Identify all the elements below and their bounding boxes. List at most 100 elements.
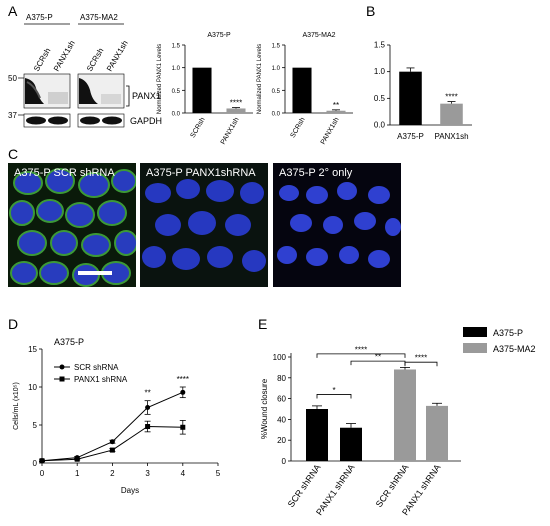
significance-label: **** xyxy=(445,93,457,102)
y-tick-label: 0.0 xyxy=(172,112,181,118)
significance-label: **** xyxy=(177,375,189,384)
data-point xyxy=(109,439,115,445)
significance-bracket xyxy=(350,360,406,366)
y-tick-label: 100 xyxy=(273,353,287,362)
micrograph-label-panx1: A375-P PANX1shRNA xyxy=(146,167,256,179)
y-tick-label: 0.5 xyxy=(374,94,386,103)
blot-cell-line-2: A375-MA2 xyxy=(80,13,118,22)
legend-label: A375-MA2 xyxy=(493,344,536,354)
significance-label: **** xyxy=(230,99,242,108)
blot-lane-label: PANX1sh xyxy=(52,39,77,73)
y-tick-label: 0 xyxy=(33,459,38,468)
bar xyxy=(440,103,463,125)
significance-bracket xyxy=(404,361,438,367)
blot-panx1-bracket xyxy=(126,85,130,107)
chart-a375p-panx1-levels: A375-P Normalized PANX1 Levels 0.0 0.5 1.0 1.… xyxy=(157,32,253,146)
micrograph-secondary-only: A375-P 2° only xyxy=(273,163,401,287)
y-tick-label: 0.5 xyxy=(272,89,281,95)
significance-bracket xyxy=(316,353,406,358)
x-tick-label: PANX1sh xyxy=(434,132,468,141)
micrograph-scr: A375-P SCR shRNA xyxy=(8,163,136,287)
x-tick-label: 1 xyxy=(75,469,80,478)
bar xyxy=(340,427,362,461)
bar xyxy=(394,369,416,461)
panel-letter-d: D xyxy=(8,316,19,332)
y-axis-label: Cells/mL (x10⁵) xyxy=(13,382,20,430)
scale-bar xyxy=(78,271,112,275)
y-tick-label: 80 xyxy=(277,374,286,383)
data-point xyxy=(180,424,186,430)
x-tick-label: A375-P xyxy=(397,132,424,141)
legend-label: SCR shRNA xyxy=(74,363,119,372)
data-point xyxy=(145,405,151,411)
y-tick-label: 1.0 xyxy=(374,67,386,76)
significance-bracket xyxy=(316,394,352,399)
panel-letter-e: E xyxy=(258,316,268,332)
blot-lane-label: PANX1sh xyxy=(105,39,130,73)
x-tick-label: PANX1sh xyxy=(220,116,241,145)
legend-swatch xyxy=(463,327,487,337)
panel-letter-b: B xyxy=(366,3,376,19)
x-tick-label: SCR shRNA xyxy=(286,462,323,509)
chart-a375ma2-panx1-levels: A375-MA2 Normalized PANX1 Levels 0.0 0.5 1.0… xyxy=(257,32,353,146)
bar xyxy=(399,71,422,125)
panel-letter-a: A xyxy=(8,3,18,19)
micrograph-secondary-image xyxy=(273,163,401,287)
legend-label: PANX1 shRNA xyxy=(74,375,128,384)
y-tick-label: 1.5 xyxy=(172,44,181,50)
x-tick-label: 4 xyxy=(181,469,186,478)
y-tick-label: 20 xyxy=(277,436,286,445)
blot-gapdh-band xyxy=(48,116,68,125)
y-tick-label: 10 xyxy=(28,383,37,392)
micrograph-scr-image xyxy=(8,163,136,287)
blot-band-panx1sh-p xyxy=(48,92,68,104)
blot-gapdh-label: GAPDH xyxy=(130,116,162,126)
bar xyxy=(226,108,246,113)
significance-label: * xyxy=(332,386,335,395)
y-tick-label: 40 xyxy=(277,415,286,424)
legend-marker xyxy=(59,376,65,382)
x-tick-label: SCR shRNA xyxy=(374,462,411,509)
micrograph-label-scr: A375-P SCR shRNA xyxy=(14,167,115,179)
chart-panx1-mrna: Normalized PANX1 mRNA 0.0 0.5 1.0 1.5 A375-P *… xyxy=(366,37,472,141)
x-tick-label: SCRsh xyxy=(290,116,307,139)
bar xyxy=(292,67,312,113)
y-tick-label: 1.0 xyxy=(272,66,281,72)
x-tick-label: SCRsh xyxy=(190,116,207,139)
bar xyxy=(192,67,212,113)
chart-title: A375-P xyxy=(54,337,84,347)
bar xyxy=(306,409,328,461)
chart-title: A375-P xyxy=(207,32,231,39)
micrograph-panx1-image xyxy=(140,163,268,287)
data-point xyxy=(74,456,80,462)
y-tick-label: 5 xyxy=(33,421,38,430)
bar xyxy=(426,405,448,461)
blot-gapdh-band xyxy=(26,116,46,125)
blot-band-highlight xyxy=(26,81,41,99)
chart-title: A375-MA2 xyxy=(302,32,335,39)
data-point xyxy=(145,424,151,430)
bar xyxy=(326,110,346,113)
blot-marker-37: 37 xyxy=(8,111,17,120)
blot-lane-label: SCRsh xyxy=(85,47,105,73)
x-tick-label: PANX1sh xyxy=(320,116,341,145)
y-tick-label: 15 xyxy=(28,345,37,354)
legend-label: A375-P xyxy=(493,328,523,338)
blot-cell-line-1: A375-P xyxy=(26,13,53,22)
blot-panx1-label: PANX1 xyxy=(132,91,161,101)
x-axis-label: Days xyxy=(121,486,139,495)
y-tick-label: 1.0 xyxy=(172,66,181,72)
x-tick-label: 3 xyxy=(145,469,150,478)
data-point xyxy=(39,458,45,464)
significance-label: ** xyxy=(144,389,150,398)
y-tick-label: 0.0 xyxy=(374,121,386,130)
micrograph-panx1: A375-P PANX1shRNA xyxy=(140,163,268,287)
y-tick-label: 0.0 xyxy=(272,112,281,118)
legend-marker xyxy=(59,364,65,370)
blot-marker-50: 50 xyxy=(8,74,17,83)
western-blot: A375-P A375-MA2 SCRsh PANX1sh SCRsh PANX… xyxy=(8,13,162,128)
blot-lane-label: SCRsh xyxy=(32,47,52,73)
significance-label: **** xyxy=(355,345,367,354)
data-point xyxy=(180,389,186,395)
